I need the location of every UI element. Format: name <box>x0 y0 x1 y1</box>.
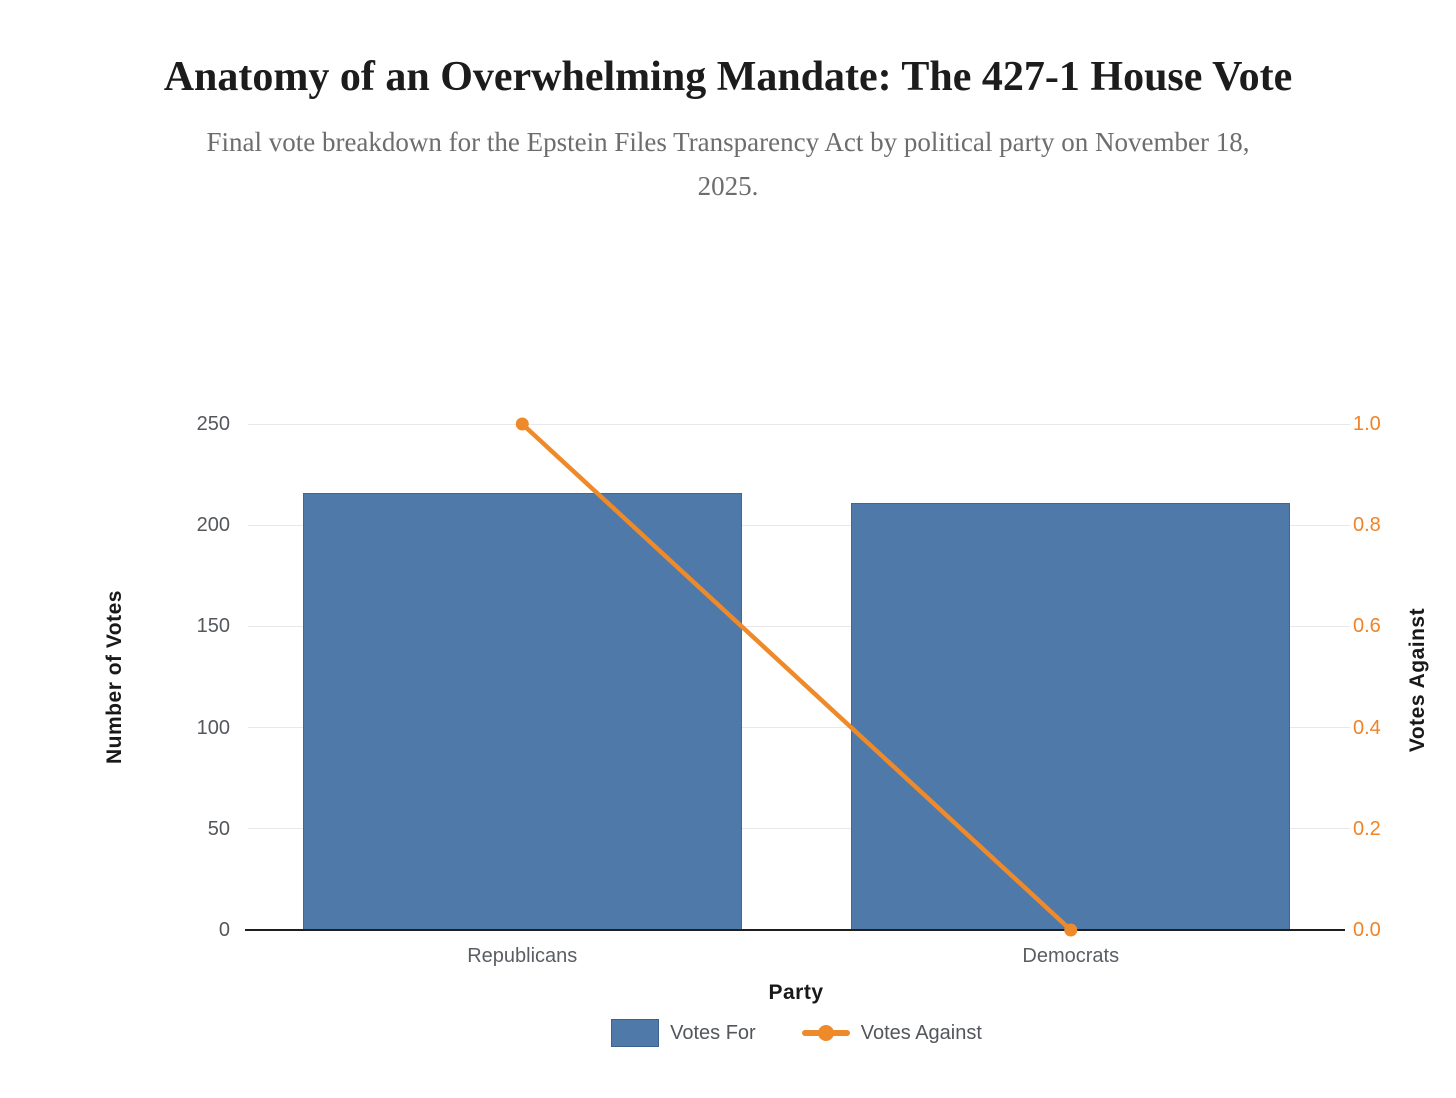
left-tick-label-200: 200 <box>196 514 230 537</box>
legend-label: Votes For <box>670 1021 756 1044</box>
legend-bar-swatch <box>611 1019 660 1047</box>
legend-line-dot <box>817 1025 834 1041</box>
left-tick-label-100: 100 <box>196 716 230 739</box>
line-point-democrats <box>1064 923 1078 937</box>
vote-chart: Number of Votes Votes Against Party Vote… <box>0 50 1456 1098</box>
x-tick-label-democrats: Democrats <box>1022 945 1120 967</box>
right-tick-label-0.0: 0.0 <box>1353 919 1381 941</box>
line-point-republicans <box>515 417 529 431</box>
legend-line-swatch <box>801 1025 850 1041</box>
gridline <box>248 828 1350 830</box>
right-tick-label-0.4: 0.4 <box>1353 716 1381 739</box>
gridline <box>248 625 1350 627</box>
right-axis-title: Votes Against <box>1406 607 1429 753</box>
x-tick-label-republicans: Republicans <box>467 945 578 967</box>
votes-against-line <box>520 422 1073 932</box>
legend-item-votes-for[interactable]: Votes For <box>611 1019 756 1047</box>
left-tick-label-0: 0 <box>218 919 230 941</box>
legend-item-votes-against[interactable]: Votes Against <box>801 1021 982 1045</box>
legend-label: Votes Against <box>860 1021 982 1044</box>
right-tick-label-1.0: 1.0 <box>1353 413 1381 435</box>
left-axis-title: Number of Votes <box>103 590 126 764</box>
left-tick-label-50: 50 <box>207 817 230 840</box>
chart-title: Anatomy of an Overwhelming Mandate: The … <box>163 54 1293 100</box>
x-axis-title: Party <box>768 981 824 1004</box>
bar-republicans <box>302 492 742 930</box>
votes-against-line-layer <box>515 417 1078 937</box>
gridline <box>248 727 1350 729</box>
right-tick-label-0.2: 0.2 <box>1353 817 1381 840</box>
right-tick-label-0.8: 0.8 <box>1353 514 1381 537</box>
bar-democrats <box>851 502 1291 930</box>
left-tick-label-150: 150 <box>196 615 230 638</box>
chart-subtitle: Final vote breakdown for the Epstein Fil… <box>206 127 1250 202</box>
legend: Votes For Votes Against <box>248 1016 1345 1050</box>
right-tick-label-0.6: 0.6 <box>1353 615 1381 638</box>
gridline <box>248 524 1350 526</box>
x-axis-line <box>245 929 1345 931</box>
gridline <box>248 423 1350 425</box>
left-tick-label-250: 250 <box>196 413 230 435</box>
